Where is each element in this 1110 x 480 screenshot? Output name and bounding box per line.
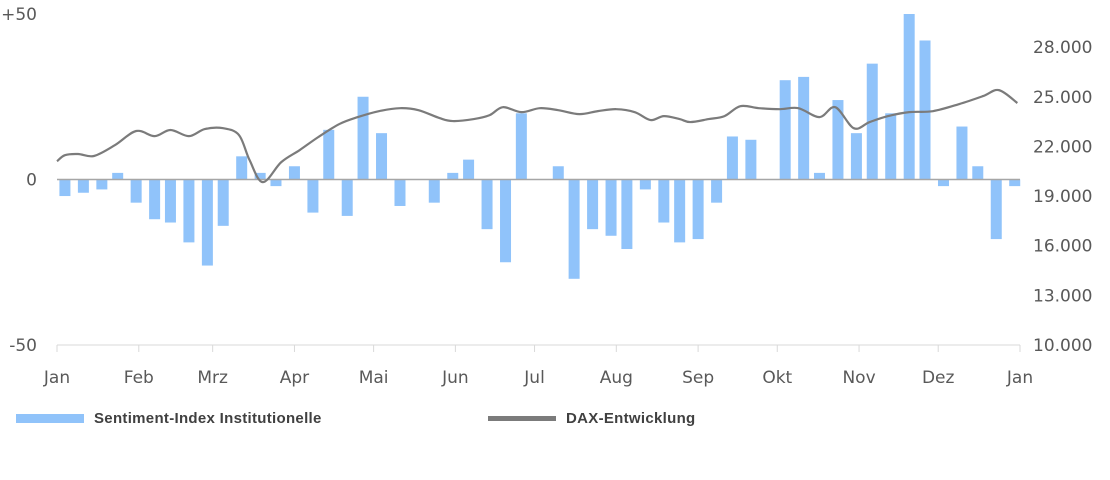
sentiment-bar xyxy=(130,179,142,203)
x-tick-label: Jul xyxy=(523,368,545,388)
sentiment-bar xyxy=(515,113,527,180)
y-right-tick-label: 13.000 xyxy=(1033,286,1092,306)
sentiment-bar xyxy=(428,179,440,203)
sentiment-bar xyxy=(903,14,915,180)
sentiment-bar xyxy=(500,179,512,263)
sentiment-bar xyxy=(112,172,124,180)
x-tick-label: Nov xyxy=(842,368,875,388)
sentiment-bar xyxy=(183,179,195,243)
x-tick-label: Aug xyxy=(600,368,633,388)
sentiment-bar xyxy=(779,80,791,180)
sentiment-bar xyxy=(1009,179,1021,187)
sentiment-bar xyxy=(149,179,161,220)
sentiment-bar xyxy=(568,179,580,279)
sentiment-bar xyxy=(77,179,89,193)
sentiment-bar xyxy=(885,113,897,180)
sentiment-bar xyxy=(481,179,493,230)
sentiment-bar xyxy=(341,179,353,216)
sentiment-bar xyxy=(552,166,564,180)
sentiment-bar xyxy=(376,133,388,180)
sentiment-bar xyxy=(832,100,844,180)
y-right-tick-label: 25.000 xyxy=(1033,88,1092,108)
sentiment-bar xyxy=(463,159,475,180)
sentiment-bar xyxy=(394,179,406,206)
y-left-tick-label: +50 xyxy=(1,5,37,25)
sentiment-bar xyxy=(323,129,335,180)
sentiment-bar xyxy=(587,179,599,230)
x-tick-label: Apr xyxy=(280,368,309,388)
legend-swatch-bar xyxy=(16,414,84,423)
sentiment-bar xyxy=(605,179,617,236)
sentiment-bar xyxy=(937,179,949,187)
legend-label-sentiment: Sentiment-Index Institutionelle xyxy=(94,410,322,427)
sentiment-bar xyxy=(96,179,108,190)
sentiment-bar xyxy=(270,179,282,187)
sentiment-bar xyxy=(919,40,931,180)
sentiment-bar xyxy=(307,179,319,213)
x-tick-label: Okt xyxy=(762,368,792,388)
y-right-tick-label: 16.000 xyxy=(1033,237,1092,257)
y-left-tick-label: -50 xyxy=(9,336,37,356)
sentiment-bar xyxy=(217,179,229,226)
y-left-tick-label: 0 xyxy=(26,171,37,191)
sentiment-bar xyxy=(59,179,71,197)
sentiment-bar xyxy=(639,179,651,190)
sentiment-bar xyxy=(813,172,825,180)
x-tick-label: Jan xyxy=(43,368,70,388)
dax-line xyxy=(56,88,1019,184)
sentiment-bars xyxy=(59,14,1021,279)
combo-chart: Jan Feb Mrz Apr Mai Jun Jul Aug Sep Okt Nov Dez Jan +… xyxy=(1,5,1092,388)
x-tick-label: Sep xyxy=(682,368,714,388)
legend-swatch-line xyxy=(488,416,556,421)
sentiment-bar xyxy=(621,179,633,250)
sentiment-bar xyxy=(254,172,266,180)
sentiment-bar xyxy=(164,179,176,223)
legend-label-dax: DAX-Entwicklung xyxy=(566,410,696,427)
sentiment-bar xyxy=(956,126,968,180)
x-tick-label: Jan xyxy=(1006,368,1033,388)
tick-labels: Jan Feb Mrz Apr Mai Jun Jul Aug Sep Okt Nov Dez Jan +… xyxy=(1,5,1092,388)
axes xyxy=(56,344,1021,352)
x-tick-label: Jun xyxy=(441,368,469,388)
sentiment-bar xyxy=(745,139,757,180)
x-tick-label: Mai xyxy=(359,368,389,388)
sentiment-bar xyxy=(726,136,738,180)
x-tick-label: Mrz xyxy=(197,368,228,388)
sentiment-bar xyxy=(692,179,704,240)
sentiment-bar xyxy=(201,179,213,266)
legend-item-sentiment: Sentiment-Index Institutionelle xyxy=(16,410,322,427)
y-right-tick-label: 28.000 xyxy=(1033,38,1092,58)
sentiment-bar xyxy=(711,179,723,203)
legend-item-dax: DAX-Entwicklung xyxy=(488,410,696,427)
sentiment-bar xyxy=(850,133,862,180)
y-right-tick-label: 22.000 xyxy=(1033,137,1092,157)
sentiment-bar xyxy=(798,76,810,180)
sentiment-bar xyxy=(674,179,686,243)
sentiment-bar xyxy=(990,179,1002,240)
sentiment-bar xyxy=(658,179,670,223)
y-right-tick-label: 19.000 xyxy=(1033,187,1092,207)
sentiment-bar xyxy=(236,156,248,180)
sentiment-bar xyxy=(357,96,369,180)
sentiment-bar xyxy=(447,172,459,180)
x-tick-label: Feb xyxy=(124,368,154,388)
sentiment-bar xyxy=(288,166,300,180)
sentiment-bar xyxy=(972,166,984,180)
y-right-tick-label: 10.000 xyxy=(1033,336,1092,356)
x-tick-label: Dez xyxy=(922,368,955,388)
